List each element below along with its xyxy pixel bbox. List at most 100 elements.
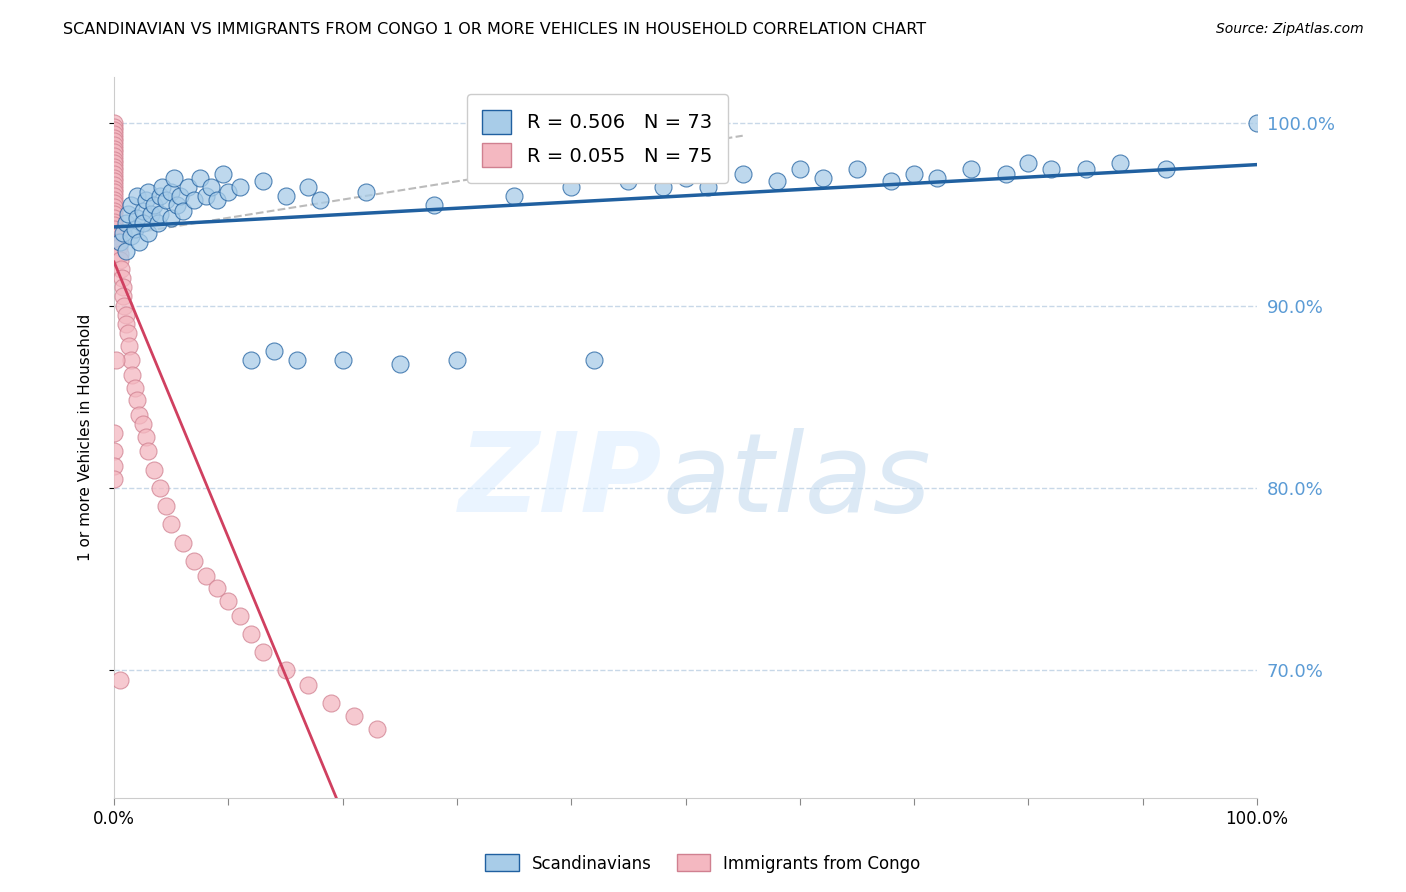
Point [114, 317, 136, 331]
Point [103, 120, 125, 134]
Point [297, 678, 319, 692]
Point [103, 211, 125, 225]
Point [149, 207, 172, 221]
Point [111, 271, 134, 285]
Point [103, 200, 125, 214]
Point [125, 211, 148, 225]
Point [332, 353, 354, 368]
Point [131, 216, 153, 230]
Point [121, 368, 143, 382]
Point [146, 216, 169, 230]
Point [107, 226, 129, 240]
Point [731, 167, 754, 181]
Point [103, 145, 125, 160]
Point [103, 186, 125, 200]
Point [229, 180, 252, 194]
Point [107, 229, 129, 244]
Point [240, 353, 263, 368]
Point [274, 189, 297, 203]
Text: ZIP: ZIP [460, 427, 662, 534]
Point [103, 116, 125, 130]
Point [560, 180, 582, 194]
Point [103, 167, 125, 181]
Point [135, 193, 157, 207]
Point [103, 174, 125, 188]
Point [103, 149, 125, 163]
Point [124, 222, 146, 236]
Point [388, 357, 411, 371]
Point [112, 226, 135, 240]
Point [366, 722, 388, 736]
Point [321, 696, 343, 710]
Point [217, 594, 239, 608]
Point [297, 180, 319, 194]
Point [274, 664, 297, 678]
Point [252, 645, 274, 659]
Point [103, 156, 125, 170]
Point [135, 430, 157, 444]
Point [103, 214, 125, 228]
Point [149, 189, 172, 203]
Point [343, 709, 366, 723]
Point [125, 393, 148, 408]
Point [108, 252, 131, 267]
Point [103, 127, 125, 141]
Point [960, 161, 983, 176]
Point [766, 174, 789, 188]
Point [125, 189, 148, 203]
Legend: R = 0.506   N = 73, R = 0.055   N = 75: R = 0.506 N = 73, R = 0.055 N = 75 [467, 95, 728, 183]
Point [103, 170, 125, 185]
Point [240, 627, 263, 641]
Point [139, 207, 162, 221]
Point [128, 408, 150, 422]
Point [103, 153, 125, 167]
Point [103, 472, 125, 486]
Point [143, 198, 166, 212]
Point [263, 344, 285, 359]
Text: Source: ZipAtlas.com: Source: ZipAtlas.com [1216, 22, 1364, 37]
Text: atlas: atlas [662, 427, 931, 534]
Point [651, 180, 673, 194]
Point [131, 203, 153, 218]
Point [675, 170, 697, 185]
Point [143, 463, 166, 477]
Point [811, 170, 834, 185]
Point [117, 326, 139, 340]
Point [308, 193, 330, 207]
Point [103, 444, 125, 458]
Point [118, 338, 141, 352]
Point [160, 211, 183, 225]
Point [155, 499, 177, 513]
Point [205, 582, 228, 596]
Point [112, 289, 135, 303]
Point [252, 174, 274, 188]
Point [117, 207, 139, 221]
Point [925, 170, 948, 185]
Point [114, 216, 136, 230]
Point [200, 180, 222, 194]
Point [205, 193, 228, 207]
Point [103, 426, 125, 441]
Point [112, 298, 135, 312]
Point [138, 226, 160, 240]
Point [177, 180, 200, 194]
Point [188, 170, 211, 185]
Point [103, 458, 125, 473]
Point [108, 247, 131, 261]
Point [150, 180, 173, 194]
Point [229, 608, 252, 623]
Point [617, 174, 640, 188]
Point [1017, 156, 1039, 170]
Point [183, 554, 205, 568]
Text: SCANDINAVIAN VS IMMIGRANTS FROM CONGO 1 OR MORE VEHICLES IN HOUSEHOLD CORRELATIO: SCANDINAVIAN VS IMMIGRANTS FROM CONGO 1 … [63, 22, 927, 37]
Point [120, 198, 142, 212]
Point [103, 207, 125, 221]
Point [107, 240, 129, 254]
Point [423, 198, 446, 212]
Point [172, 535, 194, 549]
Point [103, 123, 125, 137]
Point [880, 174, 903, 188]
Point [103, 178, 125, 192]
Point [105, 353, 128, 368]
Point [103, 196, 125, 211]
